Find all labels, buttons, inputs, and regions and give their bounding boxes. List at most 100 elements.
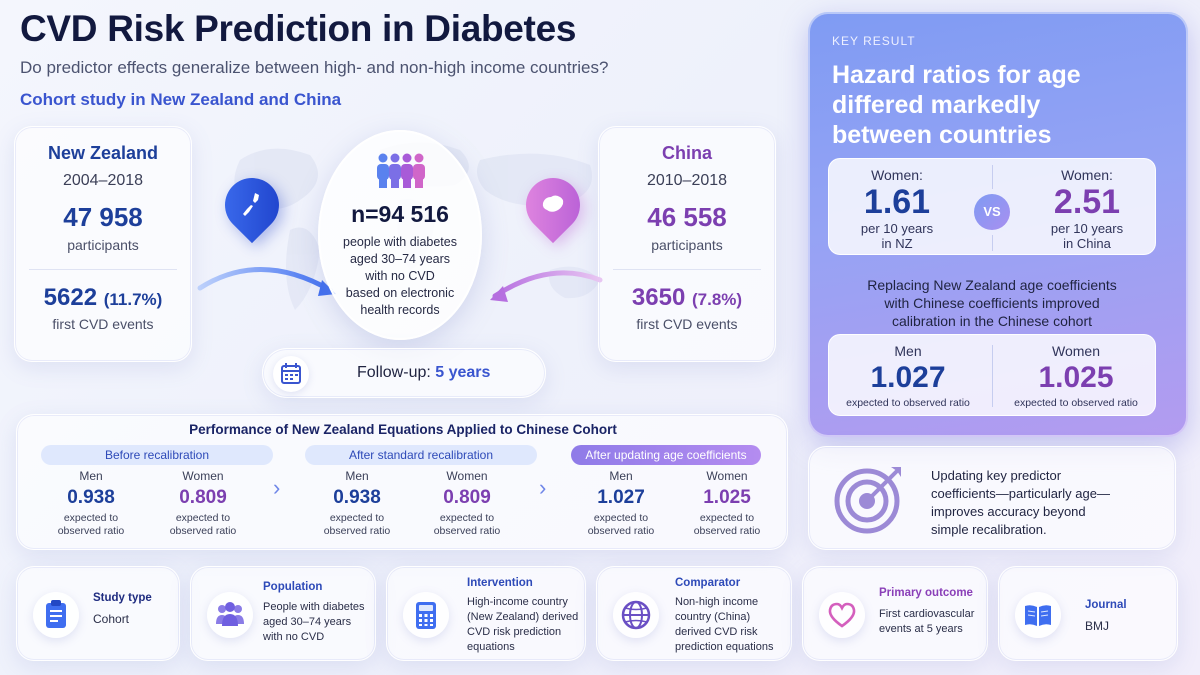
key-result-panel: KEY RESULT Hazard ratios for age differe… <box>808 12 1188 437</box>
intervention-card: Intervention High-income country (New Ze… <box>386 566 586 661</box>
new-zealand-pin-icon <box>213 166 291 244</box>
men-label: Men <box>345 469 369 483</box>
followup-value: 5 years <box>435 364 491 381</box>
china-divider <box>613 269 761 270</box>
ratio-sub: expected to <box>63 512 119 524</box>
headline-line: differed markedly <box>832 91 1041 119</box>
comparator-title: Comparator <box>675 577 741 589</box>
study-type-card: Study type Cohort <box>16 566 180 661</box>
insight-line: simple recalibration. <box>931 522 1047 537</box>
page-title: CVD Risk Prediction in Diabetes <box>20 8 577 49</box>
china-country-name: China <box>661 143 712 163</box>
followup-text: Follow-up: 5 years <box>357 364 490 382</box>
new-zealand-card: New Zealand 2004–2018 47 958 participant… <box>14 126 192 362</box>
performance-panel: Performance of New Zealand Equations App… <box>16 414 788 550</box>
china-participants-label: participants <box>651 237 723 253</box>
men-label: Men <box>609 469 633 483</box>
ratio-sub: expected to <box>593 512 649 524</box>
stage1-men-value: 0.938 <box>67 487 115 508</box>
replacing-line: Replacing New Zealand age coefficients <box>867 277 1117 293</box>
replacing-text: Replacing New Zealand age coefficients w… <box>828 276 1156 330</box>
journal-title: Journal <box>1085 599 1127 611</box>
nz-years: 2004–2018 <box>62 172 144 189</box>
women-calibration: Women 1.025 expected to observed ratio <box>997 343 1155 409</box>
stage1-women: Women 0.809 expected to observed ratio <box>153 469 253 538</box>
women-label: Women <box>182 469 224 483</box>
china-years: 2010–2018 <box>646 172 728 189</box>
stage-after-updating-age: After updating age coefficients <box>571 445 761 465</box>
women-label: Women <box>706 469 748 483</box>
china-pin-icon <box>514 166 592 244</box>
nz-hazard-ratio: Women: 1.61 per 10 years in NZ <box>829 167 965 251</box>
insight-text: Updating key predictor coefficients—part… <box>931 467 1110 539</box>
replacing-line: calibration in the Chinese cohort <box>891 313 1092 329</box>
study-type-text: Cohort <box>93 612 130 626</box>
ratio-sub: expected to <box>329 512 385 524</box>
nz-hr-value: 1.61 <box>863 183 931 221</box>
key-result-tag: KEY RESULT <box>832 34 916 48</box>
primary-outcome-text: First cardiovascular events at 5 years <box>879 607 974 637</box>
stage3-men-value: 1.027 <box>597 487 645 508</box>
china-map-icon <box>542 195 564 212</box>
ratio-sub: observed ratio <box>323 525 391 537</box>
replacing-line: with Chinese coefficients improved <box>884 295 1100 311</box>
nz-participants-count: 47 958 <box>63 202 143 232</box>
total-n: n=94 516 <box>351 201 449 227</box>
nz-events-count: 5622 <box>43 284 98 311</box>
stage2-men: Men 0.938 expected to observed ratio <box>307 469 407 538</box>
intervention-text-line: CVD risk prediction <box>467 626 562 638</box>
population-line: with no CVD <box>365 269 435 283</box>
ratio-sub: expected to <box>699 512 755 524</box>
cohort-label: Cohort study in New Zealand and China <box>20 90 342 109</box>
population-line: based on electronic <box>345 286 455 300</box>
comparator-card: Comparator Non-high income country (Chin… <box>596 566 792 661</box>
women-label: Women <box>446 469 488 483</box>
vs-badge: VS <box>974 194 1010 230</box>
stage2-women-value: 0.809 <box>443 487 491 508</box>
population-text-line: People with diabetes <box>263 601 365 613</box>
nz-events-label: first CVD events <box>52 316 154 332</box>
primary-outcome-card: Primary outcome First cardiovascular eve… <box>802 566 988 661</box>
china-card: China 2010–2018 46 558 participants 3650… <box>598 126 776 362</box>
key-result-headline: Hazard ratios for age differed markedly … <box>832 60 1081 150</box>
population-title: Population <box>263 581 323 593</box>
population-description: people with diabetes aged 30–74 years wi… <box>318 234 482 319</box>
nz-events: 5622 (11.7%) <box>15 284 191 312</box>
hazard-ratio-comparison: Women: 1.61 per 10 years in NZ VS Women:… <box>828 158 1156 255</box>
population-line: health records <box>360 303 440 317</box>
comparator-text: Non-high income country (China) derived … <box>675 595 773 655</box>
ratio-sub: expected to <box>175 512 231 524</box>
stage-after-standard-recalibration: After standard recalibration <box>305 445 537 465</box>
china-hr-label: Women: <box>1061 167 1113 183</box>
stage-before-recalibration: Before recalibration <box>41 445 273 465</box>
insight-line: coefficients—particularly age— <box>931 486 1110 501</box>
intervention-text-line: High-income country <box>467 596 568 608</box>
population-text-line: aged 30–74 years <box>263 616 352 628</box>
intervention-text: High-income country (New Zealand) derive… <box>467 595 578 655</box>
women-label: Women <box>1052 343 1100 359</box>
journal-card: Journal BMJ <box>998 566 1178 661</box>
target-icon <box>834 467 901 534</box>
chevron-right-icon: › <box>273 475 281 500</box>
people-icon <box>207 592 253 638</box>
insight-line: Updating key predictor <box>931 468 1062 483</box>
calculator-icon <box>403 592 449 638</box>
intervention-text-line: equations <box>467 641 515 653</box>
ratio-sub: observed ratio <box>57 525 125 537</box>
people-group-icon <box>377 153 425 188</box>
clipboard-icon <box>33 592 79 638</box>
women-sub: expected to observed ratio <box>1014 397 1138 409</box>
stage2-women: Women 0.809 expected to observed ratio <box>417 469 517 538</box>
ratio-sub: observed ratio <box>587 525 655 537</box>
china-hr-sub2: in China <box>1063 236 1111 251</box>
journal-text: BMJ <box>1085 619 1109 633</box>
nz-events-pct: (11.7%) <box>103 290 163 309</box>
nz-participants-label: participants <box>67 237 139 253</box>
china-events: 3650 (7.8%) <box>599 284 775 312</box>
nz-hr-sub1: per 10 years <box>860 221 934 236</box>
stage3-women: Women 1.025 expected to observed ratio <box>677 469 777 538</box>
headline-line: between countries <box>832 121 1052 149</box>
book-icon <box>1015 592 1061 638</box>
nz-divider <box>29 269 177 270</box>
population-line: aged 30–74 years <box>349 252 451 266</box>
